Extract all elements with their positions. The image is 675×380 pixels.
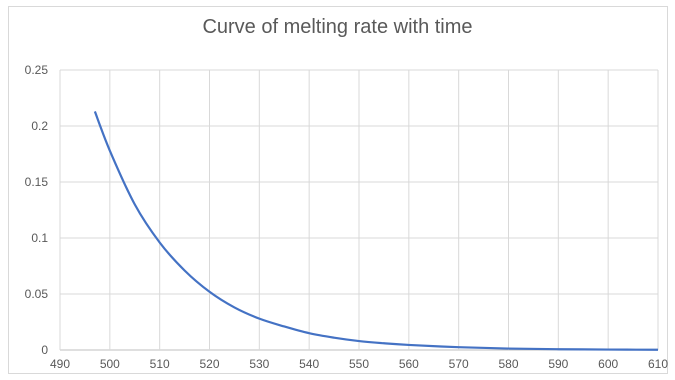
x-tick-label: 570: [449, 357, 469, 371]
x-tick-label: 590: [548, 357, 568, 371]
y-tick-label: 0.15: [25, 175, 49, 189]
y-tick-label: 0.1: [31, 231, 48, 245]
series-line: [93, 111, 659, 351]
x-tick-label: 520: [199, 357, 219, 371]
y-tick-label: 0.25: [25, 63, 49, 77]
x-tick-label: 610: [648, 357, 668, 371]
x-tick-label: 580: [498, 357, 518, 371]
x-tick-label: 600: [598, 357, 618, 371]
x-tick-label: 530: [249, 357, 269, 371]
x-axis-ticks: 490 500 510 520 530 540 550 560 570 580 590 600 610: [50, 357, 668, 371]
y-tick-label: 0.2: [31, 119, 48, 133]
grid-lines: [59, 69, 659, 351]
x-tick-label: 540: [299, 357, 319, 371]
y-tick-label: 0: [41, 343, 48, 357]
x-tick-label: 510: [150, 357, 170, 371]
x-tick-label: 490: [50, 357, 70, 371]
x-tick-label: 550: [349, 357, 369, 371]
x-tick-label: 500: [100, 357, 120, 371]
chart-title: Curve of melting rate with time: [202, 16, 473, 38]
x-tick-label: 560: [399, 357, 419, 371]
y-axis-ticks: 0 0.05 0.1 0.15 0.2 0.25: [25, 63, 49, 357]
y-tick-label: 0.05: [25, 287, 49, 301]
